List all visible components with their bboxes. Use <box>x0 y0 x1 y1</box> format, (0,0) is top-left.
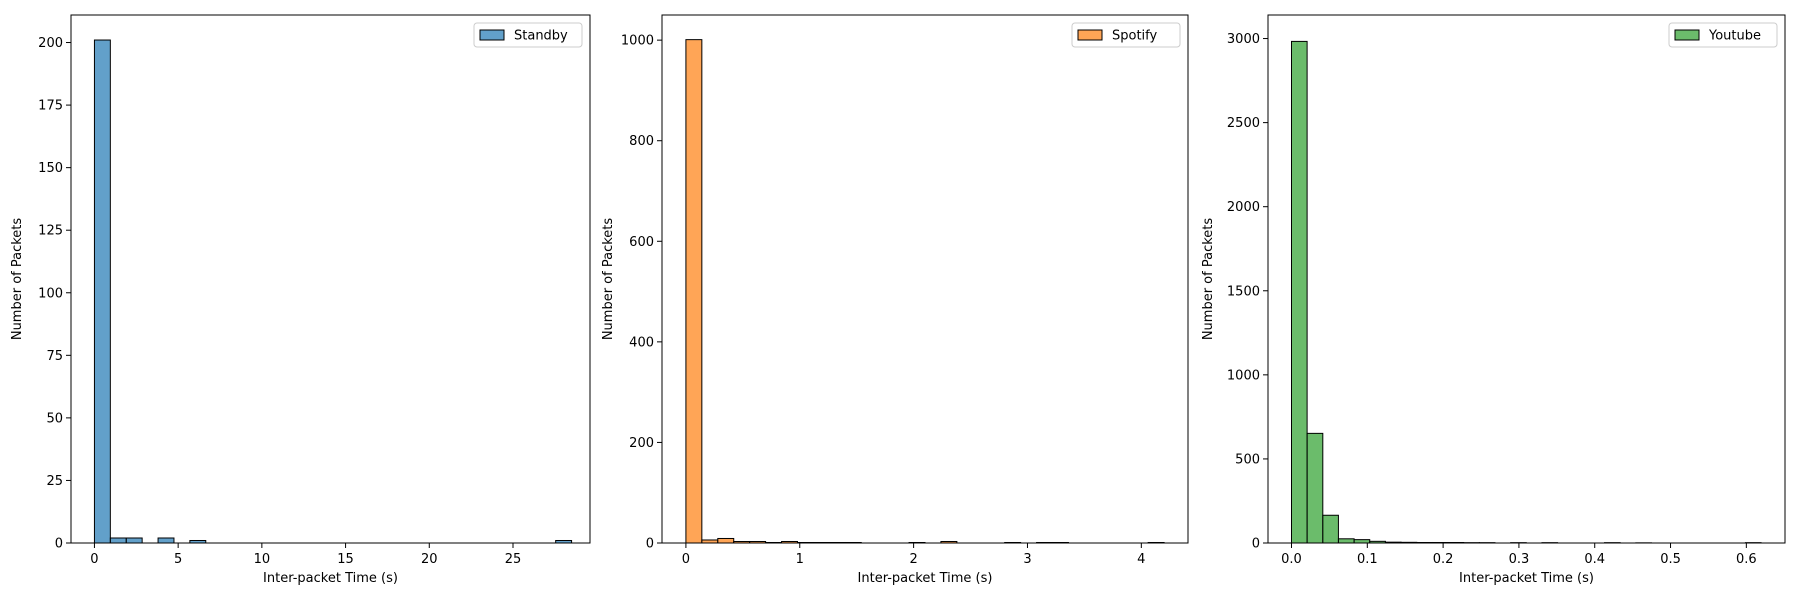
spotify-x-tick-label-4: 4 <box>1137 552 1145 567</box>
youtube-bar-2 <box>1322 514 1339 544</box>
standby-bar-0 <box>93 39 111 544</box>
youtube-x-tick-label-2: 0.2 <box>1433 552 1454 567</box>
spotify-legend-swatch <box>1077 29 1103 41</box>
spotify-y-tick-label-4: 800 <box>629 134 654 149</box>
panel-spotify: 0 1 2 3 4 0 200 400 600 800 1000 Inter-packet Time … <box>601 14 1189 586</box>
standby-x-tick-label-0: 0 <box>90 552 98 567</box>
youtube-bar-4 <box>1353 539 1371 544</box>
spotify-bar-2 <box>717 537 735 544</box>
spotify-legend-label: Spotify <box>1112 29 1158 44</box>
spotify-x-tick-label-3: 3 <box>1023 552 1031 567</box>
standby-x-tick-label-3: 15 <box>337 552 354 567</box>
youtube-y-tick-label-5: 2500 <box>1227 116 1260 131</box>
youtube-y-tick-label-6: 3000 <box>1227 32 1260 47</box>
youtube-x-tick-label-6: 0.6 <box>1736 552 1757 567</box>
youtube-y-tick-label-4: 2000 <box>1227 200 1260 215</box>
youtube-y-tick-label-2: 1000 <box>1227 368 1260 383</box>
standby-y-axis-label: Number of Packets <box>10 218 25 341</box>
standby-bar-3 <box>157 537 175 544</box>
panel-standby: 0 5 10 15 20 25 0 25 50 75 100 125 150 175 200 Inter-pa… <box>10 14 591 586</box>
youtube-bar-3 <box>1337 538 1355 544</box>
spotify-y-tick-label-0: 0 <box>646 537 654 552</box>
youtube-x-tick-label-3: 0.3 <box>1509 552 1530 567</box>
spotify-legend: Spotify <box>1071 22 1181 48</box>
standby-bar-2 <box>125 537 143 544</box>
standby-x-axis-label: Inter-packet Time (s) <box>263 571 398 586</box>
youtube-bar-1 <box>1306 432 1324 544</box>
youtube-y-tick-label-1: 500 <box>1235 452 1260 467</box>
spotify-bar-0 <box>685 39 703 544</box>
youtube-x-tick-label-4: 0.4 <box>1584 552 1605 567</box>
standby-y-tick-label-4: 100 <box>38 286 63 301</box>
standby-y-tick-label-7: 175 <box>38 99 63 114</box>
spotify-x-axis-label: Inter-packet Time (s) <box>858 571 993 586</box>
youtube-bar-0 <box>1291 40 1308 544</box>
spotify-axes-frame <box>661 14 1189 544</box>
youtube-y-tick-label-0: 0 <box>1252 537 1260 552</box>
standby-legend-label: Standby <box>514 29 568 44</box>
standby-x-tick-label-1: 5 <box>174 552 182 567</box>
spotify-y-axis-label: Number of Packets <box>601 218 616 341</box>
youtube-y-axis-label: Number of Packets <box>1201 218 1216 341</box>
youtube-legend-box <box>1668 22 1778 48</box>
standby-legend: Standby <box>473 22 583 48</box>
standby-legend-box <box>473 22 583 48</box>
standby-x-tick-label-2: 10 <box>254 552 271 567</box>
spotify-y-tick-label-1: 200 <box>629 436 654 451</box>
standby-y-tick-label-8: 200 <box>38 36 63 51</box>
spotify-x-tick-label-2: 2 <box>909 552 917 567</box>
standby-y-tick-label-1: 25 <box>46 474 63 489</box>
youtube-x-tick-label-5: 0.5 <box>1660 552 1681 567</box>
youtube-legend-swatch <box>1674 29 1700 41</box>
spotify-y-tick-label-2: 400 <box>629 335 654 350</box>
standby-bar-1 <box>109 537 127 544</box>
youtube-y-tick-label-3: 1500 <box>1227 284 1260 299</box>
spotify-x-tick-label-1: 1 <box>796 552 804 567</box>
youtube-legend-label: Youtube <box>1708 29 1761 44</box>
standby-axes-frame <box>70 14 591 544</box>
youtube-axes-frame <box>1267 14 1786 544</box>
standby-x-tick-label-5: 25 <box>505 552 522 567</box>
youtube-x-tick-label-0: 0.0 <box>1281 552 1302 567</box>
spotify-x-tick-label-0: 0 <box>682 552 690 567</box>
standby-x-tick-label-4: 20 <box>421 552 438 567</box>
standby-y-tick-label-3: 75 <box>46 349 63 364</box>
spotify-legend-box <box>1071 22 1181 48</box>
standby-y-tick-label-5: 125 <box>38 224 63 239</box>
spotify-y-tick-label-3: 600 <box>629 235 654 250</box>
youtube-x-axis-label: Inter-packet Time (s) <box>1459 571 1594 586</box>
youtube-legend: Youtube <box>1668 22 1778 48</box>
standby-y-tick-label-6: 150 <box>38 161 63 176</box>
spotify-y-tick-label-5: 1000 <box>621 34 654 49</box>
standby-y-tick-label-2: 50 <box>46 411 63 426</box>
youtube-x-tick-label-1: 0.1 <box>1357 552 1378 567</box>
standby-legend-swatch <box>479 29 505 41</box>
standby-y-tick-label-0: 0 <box>55 537 63 552</box>
panel-youtube: 0.0 0.1 0.2 0.3 0.4 0.5 0.6 0 500 1000 1500 2000 250… <box>1201 14 1786 586</box>
